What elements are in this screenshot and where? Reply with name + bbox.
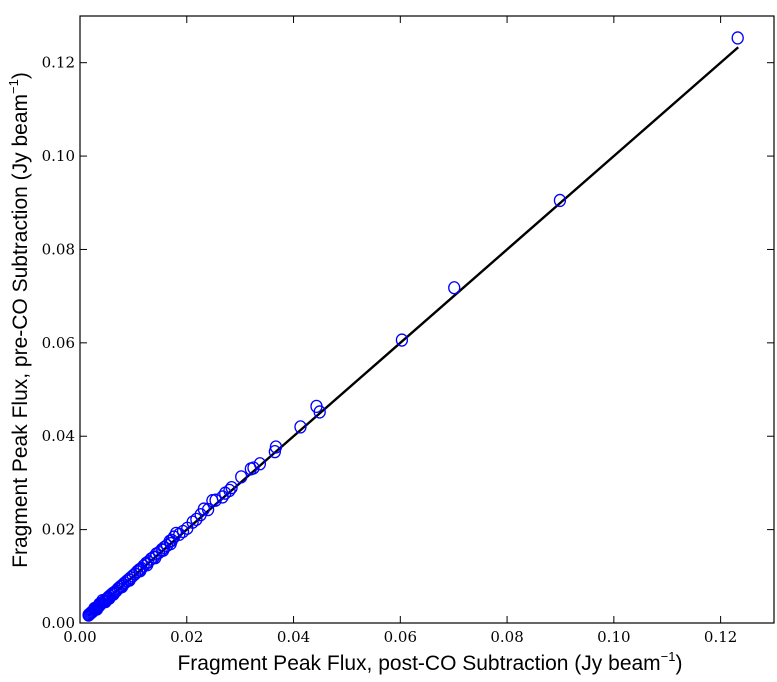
x-tick-label: 0.02	[170, 628, 203, 646]
y-tick-label: 0.02	[42, 521, 75, 539]
data-point	[194, 508, 207, 522]
data-point	[219, 486, 232, 500]
x-tick-label: 0.04	[277, 628, 310, 646]
data-point	[269, 440, 283, 454]
x-tick-label: 0.00	[63, 628, 96, 646]
x-axis-label: Fragment Peak Flux, post-CO Subtraction …	[177, 649, 682, 675]
data-point	[99, 594, 112, 609]
y-axis-label-end: )	[9, 72, 32, 79]
data-point	[268, 444, 282, 459]
y-axis-label-main: Fragment Peak Flux, pre-CO Subtraction (…	[9, 94, 32, 568]
data-point	[190, 512, 203, 526]
data-point	[116, 579, 129, 594]
x-tick-label: 0.08	[490, 628, 523, 646]
x-axis-label-end: )	[676, 652, 683, 675]
y-tick-label: 0.00	[42, 614, 75, 632]
marks-layer	[82, 31, 744, 622]
data-point	[164, 536, 177, 551]
x-tick-label: 0.12	[704, 628, 737, 646]
data-point	[395, 333, 409, 347]
y-axis-label-superscript: −1	[6, 79, 21, 94]
y-tick-label: 0.04	[42, 427, 75, 445]
data-point	[553, 193, 567, 208]
x-axis-label-superscript: −1	[661, 649, 676, 664]
y-tick-label: 0.06	[42, 334, 75, 352]
data-point	[85, 606, 98, 620]
data-point	[169, 526, 183, 541]
plot-frame	[79, 15, 775, 624]
data-point	[157, 543, 170, 557]
y-axis-label: Fragment Peak Flux, pre-CO Subtraction (…	[6, 72, 32, 568]
x-axis-label-main: Fragment Peak Flux, post-CO Subtraction …	[177, 652, 660, 675]
y-tick-label: 0.10	[42, 147, 75, 165]
data-point	[149, 550, 162, 565]
x-tick-label: 0.06	[384, 628, 417, 646]
ticks-layer: 0.00 0.02 0.04 0.06 0.08 0.10 0.12 0.00 0.02 0.04…	[42, 16, 774, 646]
data-point	[141, 557, 154, 572]
x-tick-label: 0.10	[597, 628, 630, 646]
y-tick-label: 0.08	[42, 240, 75, 258]
data-point	[107, 587, 120, 601]
data-point	[235, 470, 248, 484]
data-point	[123, 573, 136, 587]
data-point	[167, 530, 181, 544]
data-point	[310, 399, 323, 413]
y-tick-label: 0.12	[42, 54, 75, 72]
data-point	[731, 31, 744, 45]
data-point	[448, 281, 461, 295]
fit-line	[87, 46, 740, 617]
data-point	[294, 420, 307, 434]
data-point	[103, 591, 116, 605]
data-point	[83, 607, 97, 621]
data-point	[244, 462, 257, 476]
data-point	[176, 524, 190, 539]
data-point	[90, 602, 104, 616]
